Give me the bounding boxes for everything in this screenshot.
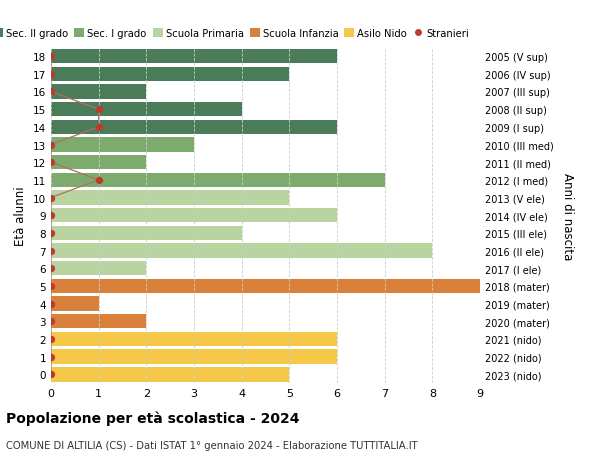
Point [46, 318, 56, 325]
Bar [51, 262, 146, 276]
Point [46, 141, 56, 149]
Point [46, 89, 56, 96]
Bar [51, 50, 337, 64]
Y-axis label: Età alunni: Età alunni [14, 186, 28, 246]
Point [46, 159, 56, 167]
Point [46, 230, 56, 237]
Y-axis label: Anni di nascita: Anni di nascita [560, 172, 574, 259]
Bar [51, 156, 146, 170]
Bar [51, 314, 146, 329]
Point [46, 353, 56, 360]
Bar [51, 103, 242, 117]
Bar [51, 226, 242, 241]
Bar [51, 244, 433, 258]
Point [46, 212, 56, 219]
Point [46, 300, 56, 308]
Point [46, 71, 56, 78]
Bar [51, 138, 194, 152]
Bar [51, 350, 337, 364]
Bar [51, 208, 337, 223]
Point [94, 124, 103, 131]
Point [46, 336, 56, 343]
Point [46, 53, 56, 61]
Point [94, 106, 103, 113]
Bar [51, 332, 337, 347]
Point [46, 195, 56, 202]
Point [46, 371, 56, 378]
Bar [51, 85, 146, 100]
Bar [51, 297, 98, 311]
Legend: Sec. II grado, Sec. I grado, Scuola Primaria, Scuola Infanzia, Asilo Nido, Stran: Sec. II grado, Sec. I grado, Scuola Prim… [0, 28, 470, 40]
Bar [51, 67, 289, 82]
Point [94, 177, 103, 184]
Bar [51, 279, 480, 293]
Point [46, 265, 56, 272]
Point [46, 283, 56, 290]
Bar [51, 367, 289, 382]
Bar [51, 120, 337, 135]
Bar [51, 173, 385, 188]
Point [46, 247, 56, 255]
Text: COMUNE DI ALTILIA (CS) - Dati ISTAT 1° gennaio 2024 - Elaborazione TUTTITALIA.IT: COMUNE DI ALTILIA (CS) - Dati ISTAT 1° g… [6, 440, 418, 450]
Bar [51, 191, 289, 205]
Text: Popolazione per età scolastica - 2024: Popolazione per età scolastica - 2024 [6, 411, 299, 425]
